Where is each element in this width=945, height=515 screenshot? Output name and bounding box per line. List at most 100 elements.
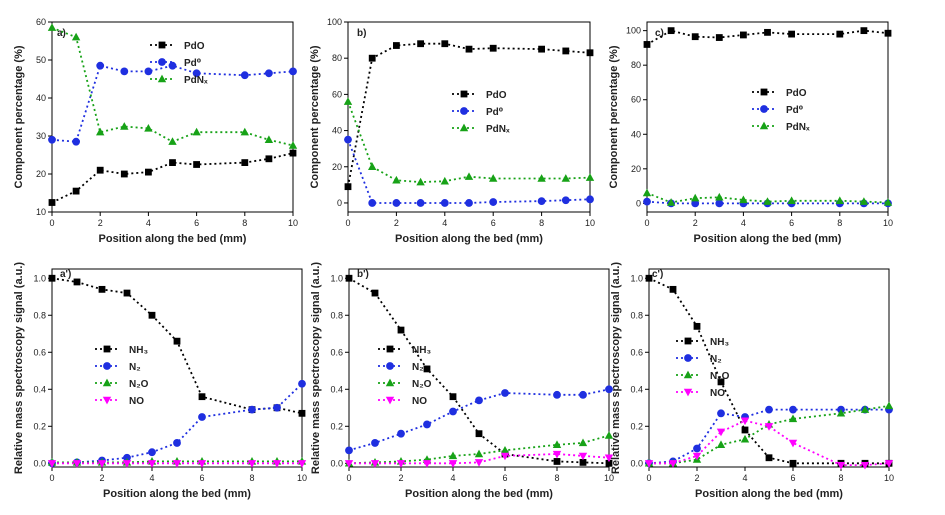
data-point [474,449,484,458]
panel-label: c) [655,28,664,39]
data-point [192,127,201,136]
plot-frame [648,268,890,468]
x-tick-label: 10 [288,218,298,228]
data-point [240,71,249,80]
x-tick-label: 10 [883,218,893,228]
chart-panel: 0 2 4 6 8 10 0.0 0.2 0.4 0.6 0.8 1.0 Position along … [13,262,307,500]
y-tick-label: 0.8 [33,310,46,320]
x-tick-label: 10 [884,473,894,483]
series-line [347,42,591,187]
data-point [449,393,457,401]
data-point [666,198,676,206]
data-point [717,409,725,418]
data-point [47,460,57,468]
data-point [860,27,868,35]
legend-label: NO [129,396,144,407]
data-point [489,44,497,52]
x-tick-label: 8 [249,473,254,483]
data-point [586,49,594,57]
data-point [835,196,844,204]
data-point [416,199,425,207]
data-point [691,193,700,202]
data-point [343,97,353,105]
y-tick-label: 0.0 [33,458,46,468]
x-tick-label: 2 [693,218,698,228]
x-tick-label: 2 [99,473,104,483]
chart-panel: 0 2 4 6 8 10 0.0 0.2 0.4 0.6 0.8 1.0 Position along … [610,262,894,500]
data-point [579,458,587,466]
data-point [788,30,795,38]
series-line [51,383,303,465]
data-point [884,460,894,468]
data-point [168,137,177,145]
data-point [48,135,56,144]
y-tick-label: 0.0 [630,458,643,468]
plot-frame [51,21,294,213]
x-tick-label: 10 [604,473,614,483]
legend-label: NO [412,396,427,407]
legend-label: NH₃ [412,345,431,356]
plot-frame [348,268,610,468]
data-point [765,405,773,414]
data-point [71,32,81,41]
y-tick-label: 0.0 [330,458,343,468]
panel-label: c') [652,269,663,280]
legend-marker [760,105,768,113]
legend-marker [102,396,112,405]
panel-label: a') [60,269,71,280]
y-tick-label: 80 [332,53,342,63]
y-axis-title: Component percentage (%) [608,45,620,188]
data-point [644,460,654,468]
x-tick-label: 0 [644,218,649,228]
data-point [552,450,562,459]
legend-marker [103,362,111,370]
data-point [740,31,747,39]
data-point [48,274,56,282]
data-point [344,135,352,144]
data-point [397,429,405,438]
legend-label: PdO [184,41,205,52]
legend-marker [157,74,167,83]
data-point [740,434,750,443]
data-point [169,159,176,166]
y-tick-label: 0.4 [33,384,46,394]
data-point [173,337,181,345]
y-tick-label: 60 [332,89,342,99]
data-point [605,459,613,467]
series-line [51,152,294,204]
data-point [417,40,424,48]
legend-label: Pd⁰ [786,105,803,116]
data-point [422,460,432,468]
y-axis-title: Component percentage (%) [13,45,25,188]
y-tick-label: 0.4 [630,384,643,394]
x-tick-label: 8 [838,473,843,483]
data-point [553,458,561,465]
data-point [289,67,297,76]
data-point [763,197,772,205]
data-point [370,460,380,468]
data-point [144,124,153,132]
data-point [448,451,458,460]
series-line [646,192,889,204]
data-point [501,389,509,397]
x-tick-label: 8 [242,218,247,228]
data-point [561,174,570,182]
x-tick-label: 6 [194,218,199,228]
data-point [441,40,449,48]
legend-label: PdNₓ [486,124,510,135]
data-point [371,289,379,297]
data-point [73,278,81,286]
data-point [538,45,545,53]
data-point [241,159,249,166]
data-point [836,30,844,38]
x-axis-title: Position along the bed (mm) [395,233,543,245]
data-point [884,29,892,37]
plot-frame [51,268,303,468]
data-point [297,460,307,468]
x-axis-title: Position along the bed (mm) [99,233,247,245]
data-point [464,172,474,180]
y-axis-title: Relative mass spectroscopy signal (a.u.) [310,262,322,474]
data-point [693,444,701,453]
data-point [120,122,129,130]
